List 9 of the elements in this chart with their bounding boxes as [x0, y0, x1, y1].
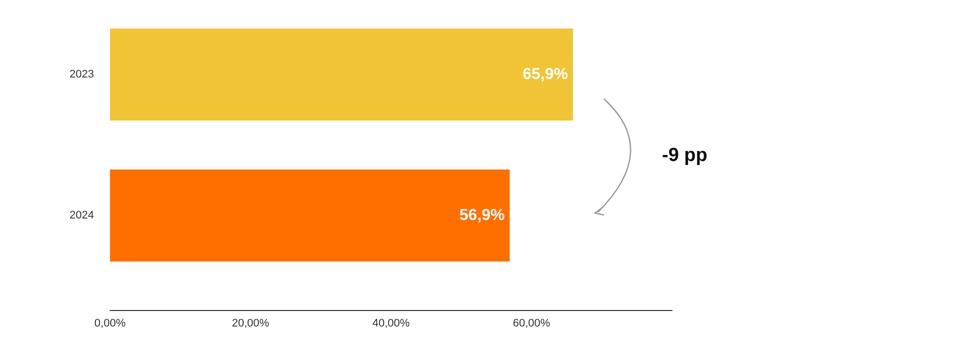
x-tick-label: 0,00%	[94, 318, 126, 330]
x-tick-label: 60,00%	[512, 318, 550, 330]
y-tick-label: 2023	[70, 68, 94, 80]
x-tick-label: 20,00%	[232, 318, 270, 330]
data-label: 65,9%	[522, 66, 568, 83]
data-label: 56,9%	[459, 207, 505, 224]
y-tick-label: 2024	[70, 210, 94, 222]
x-tick-label: 40,00%	[372, 318, 410, 330]
annotation: -9 pp	[662, 145, 708, 166]
